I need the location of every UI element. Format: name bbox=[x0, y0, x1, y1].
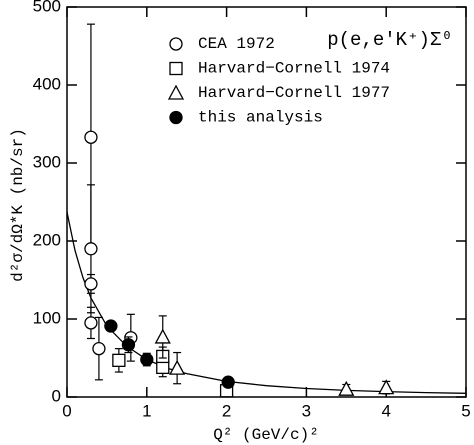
y-axis-label: d²σ/dΩ*K (nb/sr) bbox=[9, 128, 27, 282]
legend-marker bbox=[167, 84, 185, 100]
x-tick-label: 0 bbox=[62, 401, 71, 420]
legend-marker bbox=[169, 110, 183, 125]
data-point bbox=[221, 375, 235, 389]
legend-label: Harvard−Cornell 1974 bbox=[198, 60, 390, 78]
data-point bbox=[112, 353, 126, 367]
x-tick-label: 1 bbox=[142, 401, 151, 420]
annotation: p(e,e′K⁺)Σ⁰ bbox=[327, 29, 453, 51]
data-point bbox=[84, 277, 98, 291]
y-tick-label: 300 bbox=[33, 152, 61, 171]
data-point bbox=[156, 360, 170, 375]
data-point bbox=[104, 319, 118, 333]
x-tick-label: 2 bbox=[222, 401, 231, 420]
fit-curve bbox=[66, 212, 467, 394]
x-tick-label: 5 bbox=[461, 401, 470, 420]
y-tick-label: 500 bbox=[33, 0, 61, 15]
data-point bbox=[121, 338, 136, 352]
plot-frame bbox=[66, 6, 467, 398]
legend-label: CEA 1972 bbox=[198, 35, 275, 53]
data-point bbox=[84, 242, 98, 256]
x-tick-label: 3 bbox=[302, 401, 311, 420]
y-tick-label: 0 bbox=[52, 386, 61, 405]
legend-label: Harvard−Cornell 1977 bbox=[198, 84, 390, 102]
x-axis-label: Q² (GeV/c)² bbox=[213, 426, 319, 444]
legend-marker bbox=[169, 37, 183, 51]
x-tick-label: 4 bbox=[381, 401, 390, 420]
data-point bbox=[154, 328, 171, 344]
data-point bbox=[140, 352, 154, 367]
data-point bbox=[378, 379, 395, 395]
data-point bbox=[169, 359, 186, 375]
data-point bbox=[84, 316, 98, 330]
legend-marker bbox=[169, 61, 183, 76]
data-point bbox=[84, 130, 98, 144]
data-point bbox=[338, 380, 355, 396]
data-point bbox=[92, 341, 106, 356]
y-tick-label: 100 bbox=[33, 308, 61, 327]
y-tick-label: 400 bbox=[33, 74, 61, 93]
y-tick-label: 200 bbox=[33, 230, 61, 249]
legend-label: this analysis bbox=[198, 109, 323, 127]
